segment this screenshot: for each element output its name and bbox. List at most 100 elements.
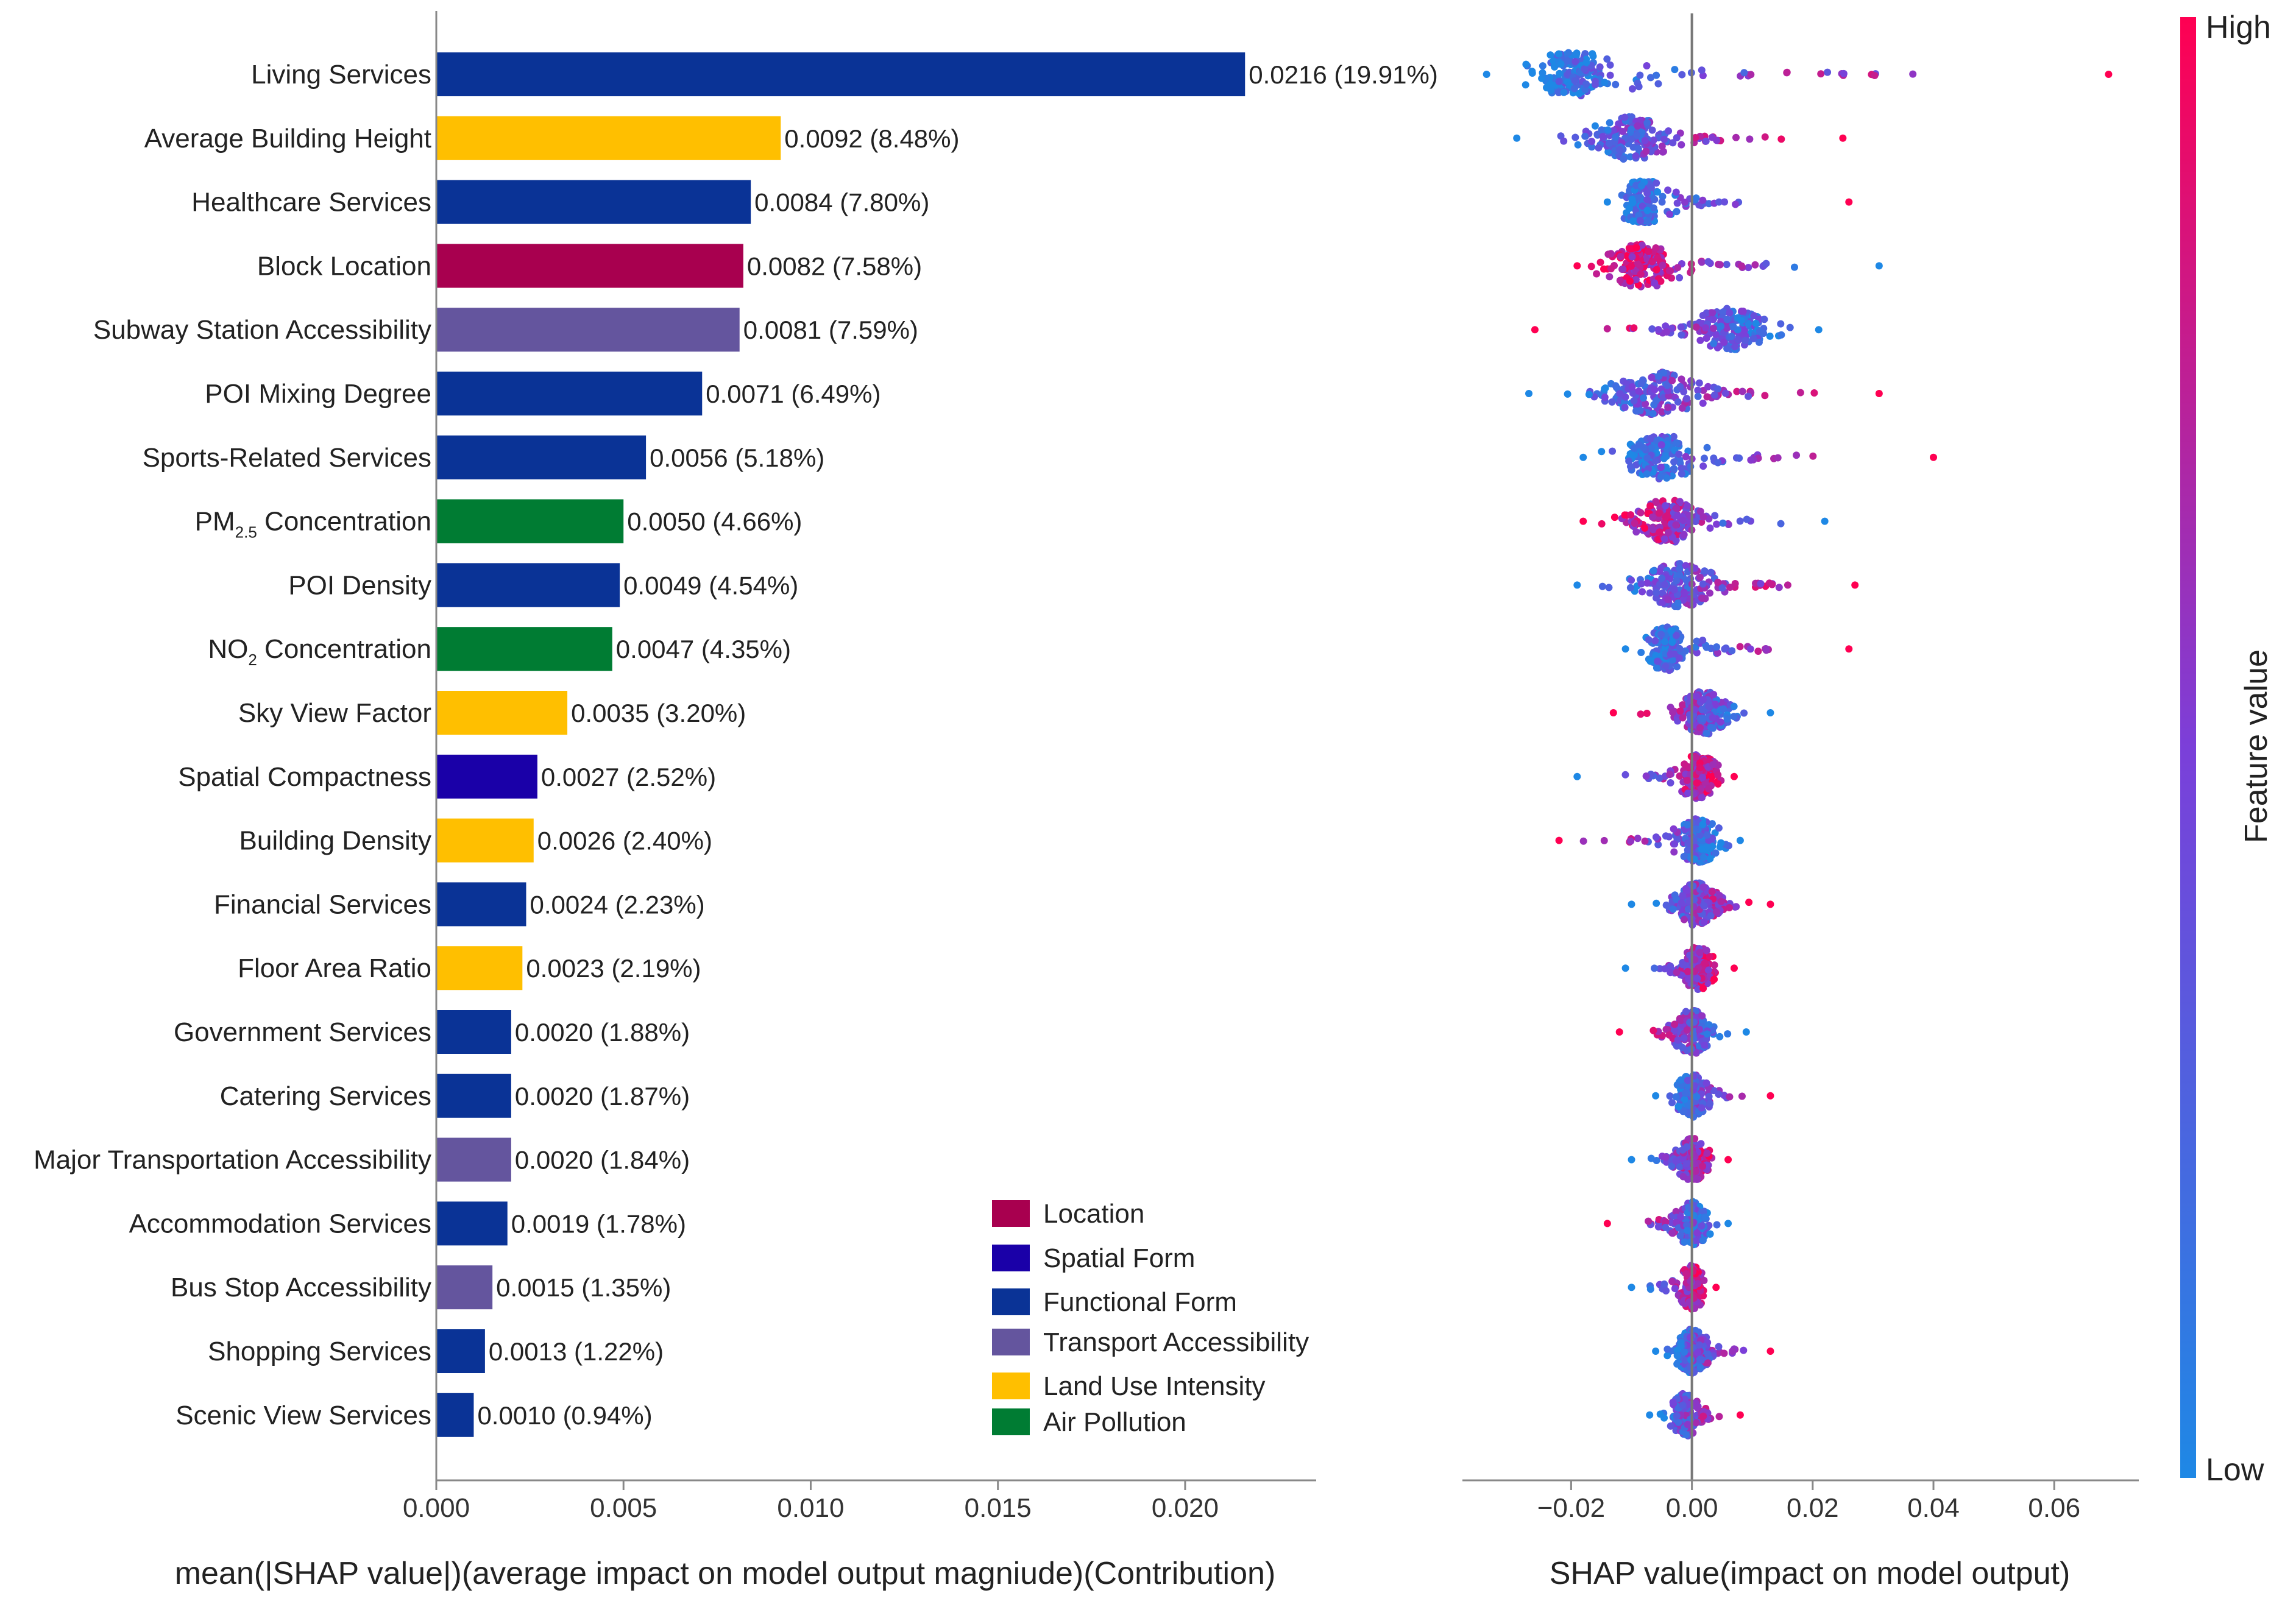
bar [436, 435, 647, 479]
shap-dot [1648, 126, 1656, 134]
shap-dot [1728, 647, 1736, 655]
shap-dot [1680, 916, 1688, 924]
shap-dot [1646, 434, 1654, 442]
shap-dot [1664, 1352, 1671, 1360]
shap-dot [1696, 1363, 1704, 1371]
shap-dot [1673, 199, 1681, 207]
shap-dot [1774, 454, 1782, 462]
shap-dot [1678, 1081, 1686, 1089]
shap-dot [1664, 186, 1672, 194]
shap-dot [1633, 131, 1641, 139]
shap-dot [1740, 69, 1748, 77]
shap-dot [1762, 260, 1770, 267]
shap-dot [1678, 71, 1686, 79]
feature-label-main: Financial Services [214, 889, 431, 919]
shap-dot [1713, 908, 1721, 916]
bar-value-label: 0.0015 (1.35%) [496, 1273, 671, 1302]
shap-dot [1678, 899, 1685, 906]
feature-label: Shopping Services [208, 1337, 431, 1366]
shap-dot [1704, 785, 1712, 793]
shap-dot [1703, 947, 1710, 955]
shap-dot [1557, 60, 1565, 68]
shap-dot [1740, 709, 1748, 717]
bar-row: Spatial Compactness 0.0027 (2.52%) [178, 754, 716, 799]
shap-dot [1608, 398, 1616, 406]
shap-dot [1680, 531, 1688, 539]
shap-dot [1643, 207, 1651, 214]
feature-label-main: Healthcare Services [191, 188, 431, 217]
shap-dot [1676, 772, 1684, 780]
shap-dot [1692, 692, 1700, 700]
shap-dot [1712, 1284, 1720, 1291]
bar-row: Sky View Factor 0.0035 (3.20%) [238, 691, 746, 735]
shap-dot [1522, 81, 1529, 89]
shap-dot [1714, 578, 1722, 586]
shap-dot [1745, 392, 1752, 400]
shap-dot [1699, 72, 1707, 80]
bar [436, 372, 703, 415]
feature-label: Living Services [251, 60, 431, 90]
shap-dot [1730, 772, 1738, 780]
shap-dot [1643, 119, 1651, 127]
shap-dot [1615, 146, 1623, 154]
shap-dot [1703, 1030, 1711, 1038]
shap-dot [1637, 649, 1645, 657]
legend-label: Spatial Form [1043, 1243, 1195, 1273]
shap-dot [1610, 514, 1618, 521]
shap-dot [1714, 459, 1722, 467]
shap-dot [1574, 141, 1582, 149]
shap-dot [1662, 662, 1670, 670]
shap-dot [1604, 148, 1612, 156]
bar [436, 563, 620, 607]
feature-label-main: Average Building Height [144, 124, 431, 154]
shap-dot [1665, 267, 1673, 275]
shap-dot [1668, 324, 1676, 332]
feature-label: Sports-Related Services [143, 443, 431, 473]
shap-dot [1606, 71, 1614, 79]
shap-dot [1691, 196, 1699, 204]
shap-dot [1740, 327, 1748, 334]
shap-dot [1643, 196, 1651, 203]
bar [436, 691, 568, 735]
shap-dot [1694, 1349, 1702, 1357]
bar-x-tick-label: 0.010 [777, 1493, 844, 1523]
shap-dot [1636, 407, 1644, 415]
beeswarm-row [1646, 1390, 1744, 1440]
shap-dot [1657, 473, 1665, 481]
shap-dot [1930, 453, 1938, 461]
shap-dot [1723, 261, 1731, 269]
bar-value-label: 0.0020 (1.84%) [515, 1146, 690, 1175]
shap-dot [1677, 1076, 1685, 1084]
shap-dot [1698, 594, 1706, 602]
shap-dot [1684, 967, 1692, 975]
shap-dot [1709, 324, 1717, 332]
shap-dot [1703, 1150, 1711, 1157]
shap-dot [1659, 148, 1667, 156]
shap-dot [1684, 1421, 1692, 1429]
shap-dot [1709, 843, 1717, 850]
shap-dot [1645, 636, 1653, 644]
shap-dot [1617, 253, 1625, 261]
shap-dot [1528, 68, 1536, 76]
shap-dot [1649, 567, 1657, 575]
shap-dot [1601, 385, 1609, 393]
shap-dot [1731, 580, 1739, 588]
shap-dot [1621, 393, 1629, 401]
shap-dot [1579, 453, 1587, 461]
shap-dot [1539, 62, 1547, 70]
shap-dot [1666, 210, 1674, 218]
shap-dot [1693, 637, 1701, 645]
bar-row: POI Density 0.0049 (4.54%) [288, 563, 798, 607]
shap-dot [1651, 964, 1659, 972]
shap-dot [1693, 975, 1701, 983]
shap-dot [1706, 1230, 1714, 1238]
shap-dot [1591, 122, 1599, 130]
shap-dot [1694, 1280, 1702, 1288]
shap-dot [1539, 69, 1547, 77]
shap-dot [1643, 189, 1651, 197]
shap-dot [1726, 584, 1734, 592]
shap-dot [1651, 386, 1659, 394]
shap-dot [1664, 381, 1671, 389]
shap-dot [1555, 88, 1563, 96]
shap-dot [1699, 1412, 1707, 1420]
